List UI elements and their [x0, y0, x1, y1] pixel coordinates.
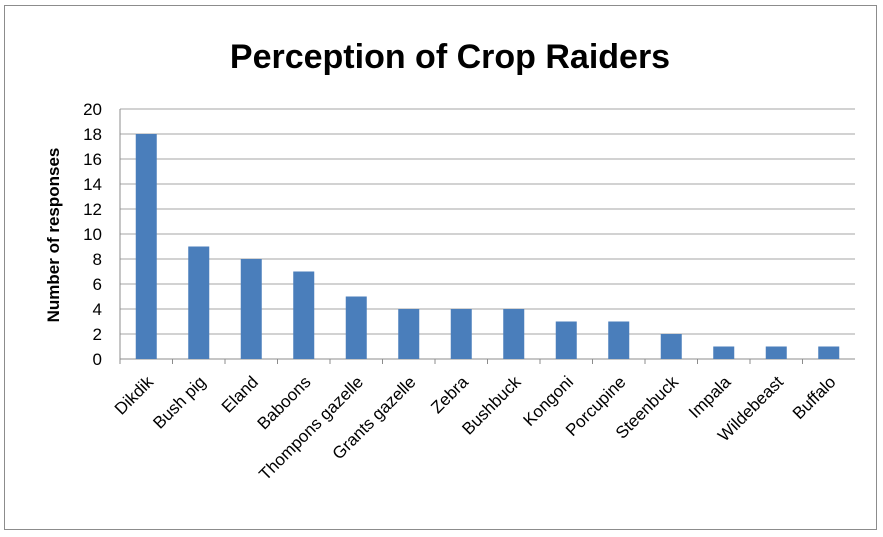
bar	[451, 309, 472, 359]
chart-title: Perception of Crop Raiders	[230, 38, 670, 76]
bar	[713, 347, 734, 360]
x-tick-label: Bushbuck	[458, 372, 525, 439]
bar	[293, 272, 314, 360]
x-tick-label: Buffalo	[789, 372, 840, 423]
y-tick-label: 8	[93, 250, 102, 269]
y-tick-label: 16	[83, 150, 102, 169]
bar	[818, 347, 839, 360]
y-tick-label: 18	[83, 125, 102, 144]
bar	[188, 247, 209, 360]
y-tick-label: 14	[83, 175, 102, 194]
x-tick-label: Eland	[218, 372, 262, 416]
x-tick-label: Impala	[685, 372, 735, 422]
x-tick-label: Zebra	[427, 372, 472, 417]
bar	[241, 259, 262, 359]
gridlines	[120, 109, 855, 334]
bar	[661, 334, 682, 359]
bar	[346, 297, 367, 360]
bar	[766, 347, 787, 360]
x-tick-label: Dikdik	[111, 372, 158, 419]
bar	[398, 309, 419, 359]
bar	[556, 322, 577, 360]
bar	[503, 309, 524, 359]
y-tick-label: 0	[93, 350, 102, 369]
axes	[120, 109, 855, 364]
y-tick-label: 12	[83, 200, 102, 219]
y-tick-label: 10	[83, 225, 102, 244]
y-tick-label: 20	[83, 100, 102, 119]
bar	[136, 134, 157, 359]
y-axis-label: Number of responses	[44, 148, 63, 323]
x-tick-label: Bush pig	[149, 372, 209, 432]
y-tick-labels: 0 2 4 6 8 10 12 14 16 18 20	[83, 100, 102, 369]
bar	[608, 322, 629, 360]
bars	[136, 134, 840, 359]
y-tick-label: 6	[93, 275, 102, 294]
y-tick-label: 2	[93, 325, 102, 344]
y-tick-label: 4	[93, 300, 102, 319]
